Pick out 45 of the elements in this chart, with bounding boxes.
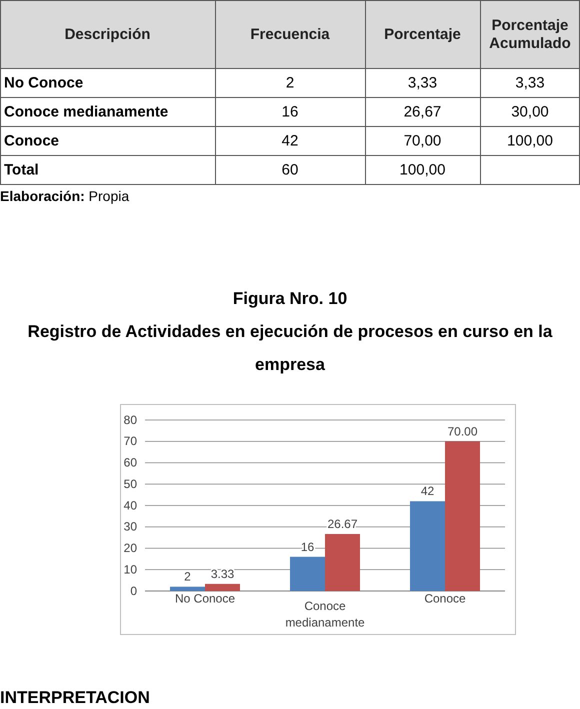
bar: [290, 556, 325, 591]
y-tick-label: 20: [124, 541, 138, 556]
text: 60: [282, 162, 298, 178]
text: Total: [4, 162, 39, 178]
text: Porcentaje: [384, 26, 461, 43]
text: 30,00: [511, 104, 549, 120]
text: Conoce medianamente: [4, 104, 168, 120]
text: 70,00: [404, 132, 442, 150]
text: Porcentaje Acumulado: [489, 17, 571, 52]
text: Conoce: [4, 132, 60, 150]
text: 3,33: [515, 74, 545, 92]
data-label: 42: [420, 484, 434, 498]
text: Descripción: [64, 26, 150, 43]
y-tick-label: 60: [124, 456, 138, 470]
x-tick-label: Conoce medianamente: [285, 599, 366, 630]
y-tick-label: 50: [124, 476, 138, 491]
text: Elaboración: Propia: [0, 188, 130, 204]
bar: [170, 586, 205, 591]
data-label: 3.33: [210, 566, 234, 581]
text: 42: [282, 132, 298, 150]
x-tick-label: Conoce: [424, 592, 466, 606]
y-tick-label: 30: [124, 520, 138, 534]
text: 100,00: [507, 132, 553, 150]
y-tick-label: 70: [124, 434, 138, 448]
y-tick-label: 10: [124, 562, 138, 576]
text: 100,00: [400, 162, 446, 178]
y-tick-label: 0: [130, 584, 138, 598]
bar: [325, 534, 360, 591]
bar: [410, 501, 445, 591]
chart-subtitle: Registro de Actividades en ejecución de procesos en curso en la empresa: [28, 322, 553, 374]
data-label: 2: [184, 570, 192, 584]
data-label: 70.00: [447, 424, 478, 438]
bar: [445, 441, 480, 591]
chart-title: Figura Nro. 10: [232, 289, 348, 308]
text: Frecuencia: [250, 26, 330, 43]
x-tick-label: No Conoce: [174, 592, 236, 606]
text: 26,67: [404, 104, 442, 120]
text: INTERPRETACION: [0, 688, 150, 707]
text: 2: [286, 74, 294, 92]
text: 3,33: [408, 74, 438, 92]
y-tick-label: 80: [124, 412, 138, 427]
y-tick-label: 40: [124, 498, 138, 512]
bar: [205, 584, 240, 591]
text: 16: [282, 104, 298, 120]
text: No Conoce: [4, 74, 84, 92]
